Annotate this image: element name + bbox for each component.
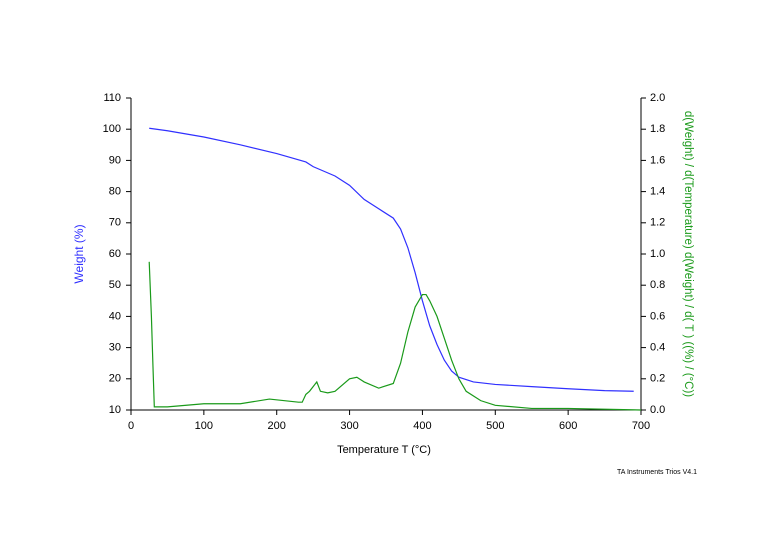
x-tick-label: 400 xyxy=(413,420,431,432)
footer: TA Instruments Trios V4.1 xyxy=(617,469,697,476)
y2-tick-label: 1.0 xyxy=(650,248,665,260)
x-tick-label: 500 xyxy=(486,420,504,432)
y2-tick-label: 1.2 xyxy=(650,217,665,229)
y-tick-label: 80 xyxy=(109,186,121,198)
y2-tick-label: 1.8 xyxy=(650,123,665,135)
y2-tick-label: 1.6 xyxy=(650,154,665,166)
y-tick-label: 90 xyxy=(109,154,121,166)
x-tick-label: 100 xyxy=(195,420,213,432)
x-tick-label: 300 xyxy=(340,420,358,432)
y2-tick-label: 0.0 xyxy=(650,404,665,416)
y-tick-label: 100 xyxy=(103,123,121,135)
y2-tick-label: 1.4 xyxy=(650,186,665,198)
y2-tick-label: 0.2 xyxy=(650,373,665,385)
y-tick-label: 40 xyxy=(109,310,121,322)
y2-tick-label: 0.6 xyxy=(650,310,665,322)
y2-tick-label: 0.8 xyxy=(650,279,665,291)
x-tick-label: 0 xyxy=(128,420,134,432)
y-tick-label: 50 xyxy=(109,279,121,291)
y2-axis-label: d(Weight) / d(Temperature) d(Weight) / d… xyxy=(682,111,694,397)
y-tick-label: 70 xyxy=(109,217,121,229)
y-tick-label: 20 xyxy=(109,373,121,385)
y-tick-label: 60 xyxy=(109,248,121,260)
y-tick-label: 10 xyxy=(109,404,121,416)
x-tick-label: 200 xyxy=(268,420,286,432)
y-tick-label: 30 xyxy=(109,342,121,354)
x-axis-label: Temperature T (°C) xyxy=(337,444,431,456)
x-tick-label: 700 xyxy=(632,420,650,432)
y-tick-label: 110 xyxy=(103,92,121,104)
data-line xyxy=(148,261,642,411)
x-tick-label: 600 xyxy=(559,420,577,432)
y2-tick-label: 0.4 xyxy=(650,342,665,354)
y2-tick-label: 2.0 xyxy=(650,92,665,104)
y-axis-label: Weight (%) xyxy=(72,224,86,283)
data-line xyxy=(149,127,634,392)
